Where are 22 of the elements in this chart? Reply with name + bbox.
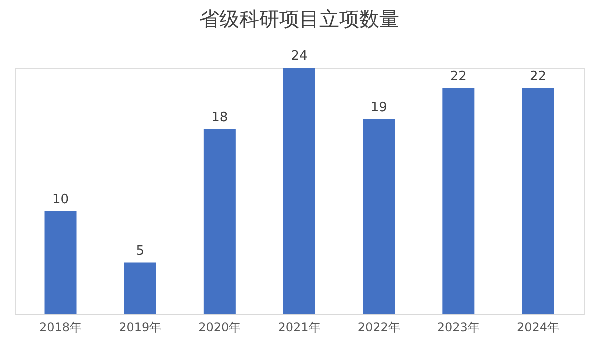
x-tick-label: 2021年 — [278, 320, 321, 334]
x-tick-label: 2022年 — [358, 320, 400, 334]
data-label: 10 — [52, 192, 70, 208]
bar — [442, 88, 475, 314]
data-label: 5 — [136, 244, 144, 259]
bar — [44, 212, 77, 314]
x-tick-label: 2023年 — [437, 320, 480, 334]
bar — [363, 119, 396, 314]
data-label: 19 — [370, 100, 388, 116]
data-label: 24 — [291, 49, 308, 64]
data-label: 18 — [212, 110, 228, 126]
x-tick-label: 2019年 — [119, 320, 162, 334]
bar — [284, 68, 316, 314]
data-label: 22 — [450, 70, 467, 84]
bar — [124, 262, 156, 314]
x-tick-label: 2018年 — [39, 320, 82, 334]
bar — [204, 130, 236, 314]
data-label: 22 — [530, 70, 547, 84]
x-tick-label: 2024年 — [516, 320, 560, 334]
bar — [522, 88, 554, 314]
x-tick-label: 2020年 — [198, 320, 242, 334]
chart-title: 省级科研项目立项数量 — [200, 7, 400, 31]
